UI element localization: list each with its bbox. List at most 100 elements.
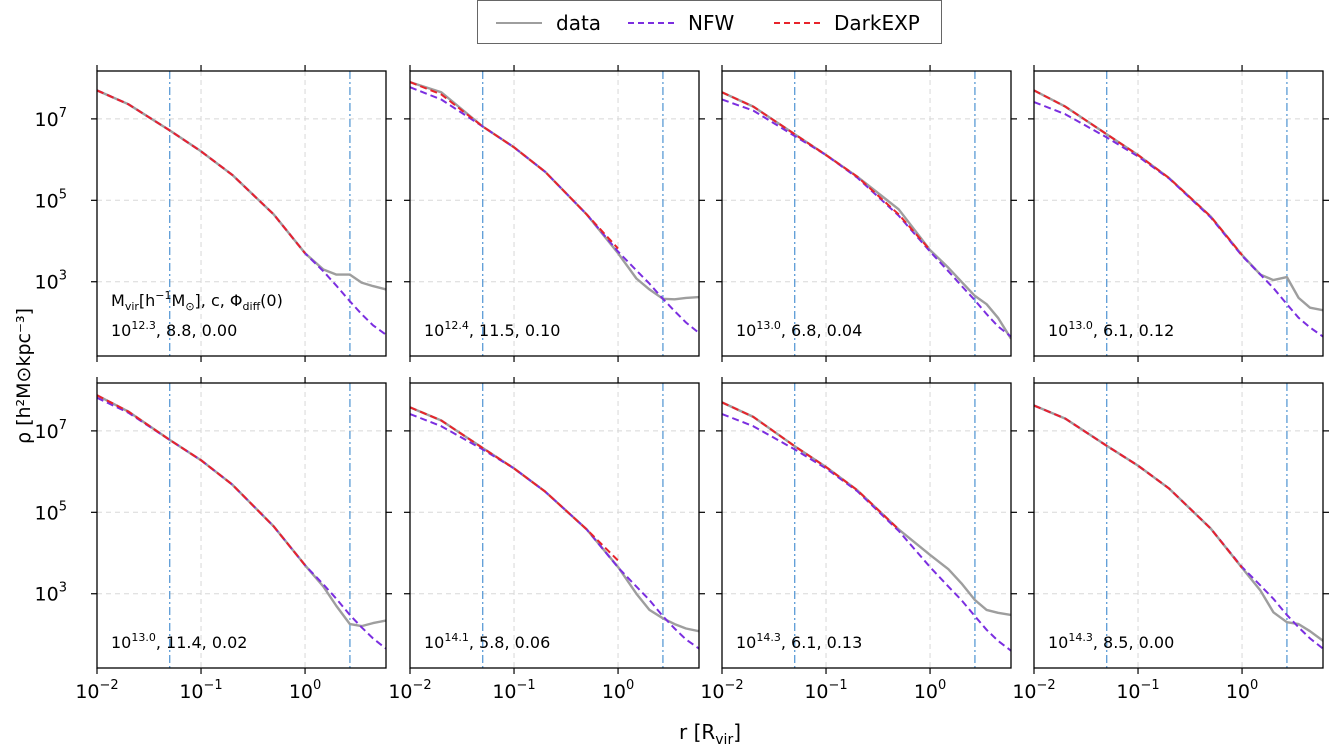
panel-frame: [1033, 382, 1324, 669]
panel-2: 1012.4, 11.5, 0.10: [404, 65, 705, 362]
panel-annotation: 1014.3, 6.1, 0.13: [736, 631, 862, 652]
x-tick-label-base: 10: [1226, 681, 1250, 703]
panel-annotation-exp: 14.1: [444, 631, 469, 644]
panel-3: 1013.0, 6.8, 0.04: [716, 65, 1017, 362]
series-line-darkexp: [97, 394, 306, 566]
x-tick-label-base: 10: [1116, 681, 1140, 703]
panel-annotation-values: , 6.8, 0.04: [781, 321, 862, 340]
x-axis-label: r [Rvir]: [679, 720, 741, 748]
legend-swatch-darkexp: [774, 22, 820, 24]
panel-annotation-base: 10: [424, 633, 444, 652]
x-tick-label-exp: −2: [1037, 678, 1056, 693]
panel-header-part: (0): [260, 291, 283, 310]
x-tick-label-exp: −2: [413, 678, 432, 693]
legend-label-nfw: NFW: [688, 11, 735, 35]
x-tick-label-exp: −1: [204, 678, 223, 693]
panel-annotation-exp: 13.0: [1068, 319, 1093, 332]
series-line-nfw: [722, 98, 1011, 338]
y-tick-label-base: 10: [35, 109, 59, 131]
x-tick-label: 10−2: [388, 678, 431, 703]
panel-header-label: Mvir[h−1M⊙], c, Φdiff(0): [111, 289, 283, 313]
panel-annotation-base: 10: [111, 321, 131, 340]
legend-swatch-data: [496, 22, 542, 24]
panel-annotation-values: , 8.8, 0.00: [156, 321, 237, 340]
series-line-data: [410, 80, 699, 301]
panel-annotation: 1014.1, 5.8, 0.06: [424, 631, 550, 652]
series-line-darkexp: [410, 81, 619, 250]
x-tick-label: 100: [289, 678, 321, 703]
x-tick-label-base: 10: [914, 681, 938, 703]
series-line-nfw: [1034, 404, 1323, 650]
panel-frame: [96, 70, 387, 357]
legend-item-data: data: [496, 9, 601, 37]
panel-annotation-values: , 6.1, 0.13: [781, 633, 862, 652]
y-tick-label-exp: 5: [59, 187, 67, 202]
panel-annotation-exp: 14.3: [1068, 631, 1093, 644]
y-tick-label: 103: [35, 581, 67, 606]
panel-annotation: 1012.4, 11.5, 0.10: [424, 319, 560, 340]
panel-annotation: 1012.3, 8.8, 0.00: [111, 319, 237, 340]
panel-annotation-exp: 12.4: [444, 319, 469, 332]
panel-annotation-exp: 12.3: [131, 319, 156, 332]
y-tick-label-exp: 3: [59, 581, 67, 596]
panel-annotation: 1013.0, 11.4, 0.02: [111, 631, 247, 652]
y-tick-label: 105: [35, 499, 67, 524]
x-tick-label-base: 10: [75, 681, 99, 703]
panel-annotation: 1013.0, 6.1, 0.12: [1048, 319, 1174, 340]
panel-header-part: vir: [125, 300, 140, 313]
x-tick-label-exp: 0: [1250, 678, 1258, 693]
panel-annotation: 1014.3, 8.5, 0.00: [1048, 631, 1174, 652]
panel-annotation-base: 10: [1048, 633, 1068, 652]
panel-header-part: M: [172, 291, 186, 310]
x-tick-label: 10−2: [75, 678, 118, 703]
series-line-data: [97, 394, 386, 628]
y-tick-label-exp: 3: [59, 269, 67, 284]
panel-frame: [1033, 70, 1324, 357]
x-tick-label: 10−1: [492, 678, 535, 703]
y-tick-label-base: 10: [35, 421, 59, 443]
panel-4: 1013.0, 6.1, 0.12: [1028, 65, 1329, 362]
panel-header-part: diff: [243, 300, 261, 313]
panel-frame: [721, 382, 1012, 669]
x-axis-label-main: r [R: [679, 720, 715, 744]
series-line-data: [410, 406, 699, 633]
panel-annotation-base: 10: [736, 633, 756, 652]
legend: data NFW DarkEXP: [477, 0, 942, 44]
x-tick-label-base: 10: [179, 681, 203, 703]
x-tick-label-exp: −1: [829, 678, 848, 693]
panel-frame: [721, 70, 1012, 357]
y-tick-label-exp: 5: [59, 499, 67, 514]
y-tick-label-exp: 7: [59, 106, 67, 121]
y-tick-label-base: 10: [35, 272, 59, 294]
panel-annotation-exp: 13.0: [756, 319, 781, 332]
series-line-nfw: [1034, 101, 1323, 338]
series-line-darkexp: [722, 401, 900, 531]
panel-annotation-base: 10: [111, 633, 131, 652]
x-axis-label-end: ]: [733, 720, 741, 744]
series-line-darkexp: [1034, 89, 1243, 256]
panel-annotation-values: , 11.4, 0.02: [156, 633, 248, 652]
series-line-data: [97, 89, 386, 291]
series-line-nfw: [410, 413, 699, 650]
x-tick-label: 10−1: [1116, 678, 1159, 703]
x-tick-label-base: 10: [492, 681, 516, 703]
x-tick-label-base: 10: [388, 681, 412, 703]
panel-annotation-values: , 11.5, 0.10: [469, 321, 561, 340]
y-tick-label: 105: [35, 187, 67, 212]
panel-header-part: M: [111, 291, 125, 310]
panel-annotation: 1013.0, 6.8, 0.04: [736, 319, 862, 340]
panel-frame: [96, 382, 387, 669]
series-line-nfw: [722, 413, 1011, 652]
x-tick-label-base: 10: [1012, 681, 1036, 703]
y-axis-label: ρ [h²M⊙kpc⁻³]: [13, 308, 35, 444]
y-tick-label-exp: 7: [59, 418, 67, 433]
panel-annotation-base: 10: [736, 321, 756, 340]
x-tick-label: 10−2: [700, 678, 743, 703]
